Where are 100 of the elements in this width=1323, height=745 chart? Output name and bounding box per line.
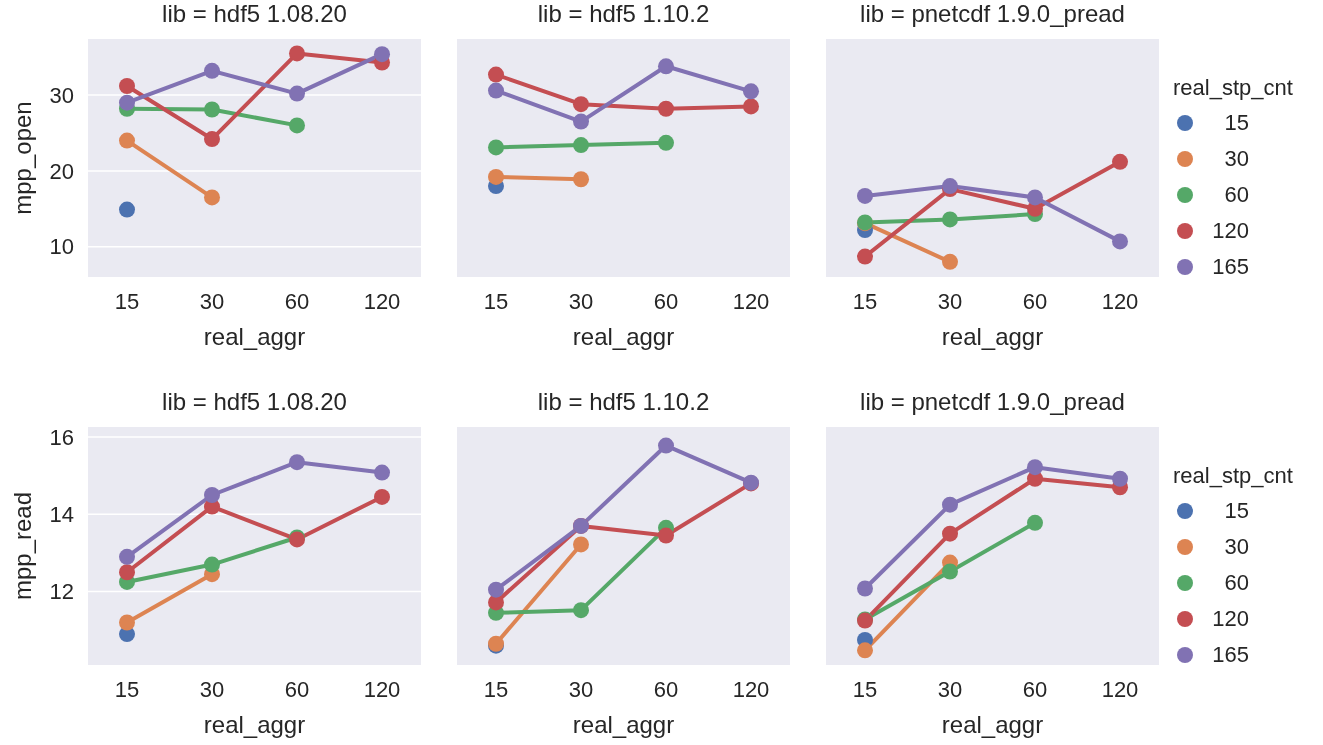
point <box>942 525 958 542</box>
point <box>573 602 589 619</box>
x-tick-label: 30 <box>568 676 594 702</box>
x-tick-label: 60 <box>284 288 310 314</box>
point <box>658 527 674 544</box>
point <box>1027 459 1043 476</box>
point <box>204 101 220 118</box>
legend-label: 15 <box>1223 498 1249 524</box>
point <box>289 85 305 102</box>
y-tick-label: 20 <box>49 158 74 184</box>
legend-title: real_stp_cnt <box>1173 75 1294 101</box>
point <box>658 58 674 75</box>
chart-title: lib = pnetcdf 1.9.0_pread <box>859 0 1126 28</box>
point <box>488 82 504 99</box>
point <box>488 168 504 185</box>
point <box>204 189 220 206</box>
legend-label: 165 <box>1211 254 1249 280</box>
point <box>119 94 135 111</box>
x-axis-title: real_aggr <box>941 323 1044 350</box>
legend-title: real_stp_cnt <box>1173 463 1294 489</box>
legend-label: 120 <box>1211 606 1249 632</box>
legend-label: 60 <box>1223 570 1249 596</box>
x-tick-label: 30 <box>937 676 963 702</box>
point <box>573 96 589 113</box>
point <box>374 464 390 481</box>
x-tick-label: 15 <box>852 676 878 702</box>
point <box>119 564 135 581</box>
point <box>573 536 589 553</box>
x-tick-label: 60 <box>284 676 310 702</box>
point <box>119 77 135 94</box>
point <box>289 45 305 62</box>
x-axis-title: real_aggr <box>572 323 675 350</box>
point <box>204 487 220 503</box>
point <box>119 132 135 149</box>
chart-title: lib = pnetcdf 1.9.0_pread <box>859 388 1126 416</box>
x-tick-label: 30 <box>199 288 225 314</box>
point <box>119 201 135 218</box>
legend-label: 15 <box>1223 110 1249 136</box>
x-tick-label: 60 <box>1022 676 1048 702</box>
y-tick-label: 16 <box>49 424 74 450</box>
point <box>204 556 220 573</box>
legend-label: 120 <box>1211 218 1249 244</box>
point <box>488 139 504 156</box>
point <box>289 454 305 471</box>
point <box>1027 514 1043 531</box>
y-tick-label: 10 <box>49 234 74 260</box>
point <box>488 66 504 83</box>
chart-title: lib = hdf5 1.10.2 <box>536 0 711 28</box>
chart-title: lib = hdf5 1.08.20 <box>161 0 348 28</box>
x-tick-label: 120 <box>363 288 401 314</box>
x-axis-title: real_aggr <box>572 711 675 738</box>
x-tick-label: 120 <box>732 288 770 314</box>
y-axis-title: mpp_read <box>8 491 36 601</box>
x-tick-label: 15 <box>114 676 140 702</box>
x-tick-label: 60 <box>653 288 679 314</box>
x-tick-label: 15 <box>483 288 509 314</box>
point <box>573 113 589 130</box>
point <box>857 248 873 265</box>
x-tick-label: 120 <box>363 676 401 702</box>
x-axis-title: real_aggr <box>203 323 306 350</box>
point <box>658 437 674 454</box>
point <box>204 131 220 148</box>
x-tick-label: 15 <box>852 288 878 314</box>
legend-label: 60 <box>1223 182 1249 208</box>
point <box>573 171 589 188</box>
x-tick-label: 30 <box>199 676 225 702</box>
point <box>289 117 305 134</box>
point <box>857 642 873 659</box>
point <box>1027 189 1043 206</box>
x-axis-title: real_aggr <box>941 711 1044 738</box>
point <box>573 137 589 154</box>
point <box>942 253 958 270</box>
point <box>374 488 390 505</box>
point <box>119 614 135 631</box>
point <box>857 187 873 204</box>
y-axis-title: mpp_open <box>8 101 36 215</box>
y-tick-label: 12 <box>49 579 74 605</box>
x-tick-label: 120 <box>1101 676 1139 702</box>
y-tick-label: 30 <box>49 82 74 108</box>
point <box>204 62 220 79</box>
x-tick-label: 30 <box>937 288 963 314</box>
point <box>658 134 674 151</box>
x-tick-label: 120 <box>1101 288 1139 314</box>
point <box>743 98 759 115</box>
x-tick-label: 15 <box>114 288 140 314</box>
point <box>1112 153 1128 170</box>
x-axis-title: real_aggr <box>203 711 306 738</box>
y-tick-label: 14 <box>49 502 74 528</box>
point <box>1112 233 1128 250</box>
legend-label: 30 <box>1223 534 1249 560</box>
point <box>488 581 504 598</box>
point <box>1112 470 1128 487</box>
point <box>743 83 759 100</box>
point <box>942 563 958 580</box>
chart-title: lib = hdf5 1.08.20 <box>161 388 348 416</box>
x-tick-label: 60 <box>653 676 679 702</box>
point <box>857 580 873 597</box>
x-tick-label: 120 <box>732 676 770 702</box>
point <box>658 100 674 117</box>
point <box>119 548 135 565</box>
